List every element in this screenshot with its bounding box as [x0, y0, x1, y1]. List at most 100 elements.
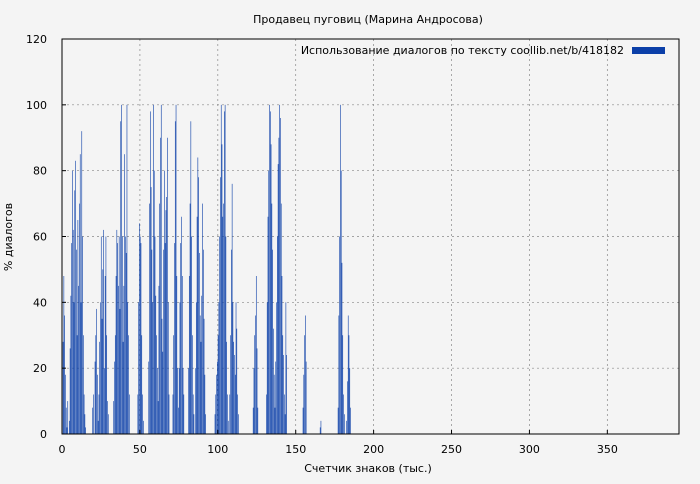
bar	[231, 249, 232, 434]
bar	[151, 249, 153, 434]
bar	[275, 361, 277, 434]
bar	[303, 374, 305, 434]
bar	[320, 420, 322, 434]
bar	[93, 394, 94, 434]
bar	[138, 302, 139, 434]
bar	[98, 394, 100, 434]
bar	[255, 315, 256, 434]
bar	[113, 401, 115, 434]
bar	[84, 414, 86, 434]
bar	[267, 216, 269, 434]
bar	[121, 236, 123, 434]
bar	[274, 407, 276, 434]
bar	[346, 420, 347, 434]
bar	[266, 302, 268, 434]
y-tick-label: 120	[26, 33, 47, 46]
bar	[178, 407, 179, 434]
bar	[168, 394, 170, 434]
bar	[65, 407, 67, 434]
bar	[100, 302, 101, 434]
bar	[95, 335, 97, 434]
bar	[79, 203, 80, 434]
bar	[118, 236, 120, 434]
bar	[253, 368, 255, 434]
bar	[155, 295, 157, 434]
bar	[139, 223, 140, 434]
bar	[227, 420, 229, 434]
bar	[305, 361, 307, 434]
bar	[348, 335, 350, 434]
bar	[176, 276, 178, 434]
bar	[225, 236, 227, 434]
bar	[203, 249, 204, 434]
bar	[219, 236, 220, 434]
bar	[190, 121, 192, 435]
bar	[101, 318, 103, 434]
bar	[222, 216, 224, 434]
bar	[94, 361, 96, 434]
bar	[232, 302, 234, 434]
bar	[343, 394, 344, 434]
bar	[195, 302, 197, 434]
bar	[234, 374, 236, 434]
bar	[116, 229, 118, 434]
bar	[104, 276, 106, 434]
bar	[76, 249, 77, 434]
bar	[215, 394, 217, 434]
bar	[83, 394, 85, 434]
bar	[159, 203, 160, 434]
bar	[220, 177, 221, 434]
x-tick-label: 200	[363, 443, 384, 456]
bar	[152, 302, 153, 434]
x-tick-label: 0	[59, 443, 66, 456]
bar	[237, 394, 238, 434]
bar	[227, 394, 228, 434]
bar	[166, 197, 167, 434]
bar	[281, 276, 283, 434]
bar	[216, 374, 217, 434]
bar	[121, 104, 122, 434]
bar	[150, 187, 152, 434]
bar	[198, 177, 199, 434]
bar	[202, 203, 203, 434]
bar	[283, 355, 284, 434]
bar	[106, 335, 108, 434]
bar	[149, 203, 150, 434]
bar	[230, 335, 231, 434]
bar	[115, 276, 117, 434]
chart-title: Продавец пуговиц (Марина Андросова)	[253, 13, 483, 26]
bar	[175, 104, 177, 434]
bar	[231, 183, 233, 434]
bar	[252, 407, 254, 434]
x-tick-label: 300	[519, 443, 540, 456]
bar	[217, 361, 218, 434]
bar	[180, 243, 182, 434]
bar	[124, 154, 125, 435]
bar	[79, 154, 81, 435]
bar	[114, 335, 116, 434]
bar	[85, 427, 86, 434]
bar	[183, 394, 185, 434]
bar	[76, 335, 78, 434]
bar	[226, 341, 227, 434]
bar	[233, 341, 234, 434]
bar	[347, 315, 349, 434]
bar	[158, 285, 160, 434]
bar	[78, 285, 79, 434]
bar	[277, 164, 279, 435]
bar	[99, 341, 100, 434]
bar	[342, 335, 344, 434]
bar	[304, 335, 305, 434]
bar	[203, 318, 205, 434]
bar	[340, 104, 341, 434]
bar	[238, 414, 239, 434]
bar	[340, 170, 342, 434]
bar	[279, 104, 280, 434]
bar	[229, 394, 231, 434]
bar	[122, 341, 124, 434]
x-tick-label: 250	[441, 443, 462, 456]
bar	[200, 341, 202, 434]
bar	[344, 414, 345, 434]
legend: Использование диалогов по тексту coollib…	[301, 44, 665, 57]
bar	[103, 229, 104, 434]
